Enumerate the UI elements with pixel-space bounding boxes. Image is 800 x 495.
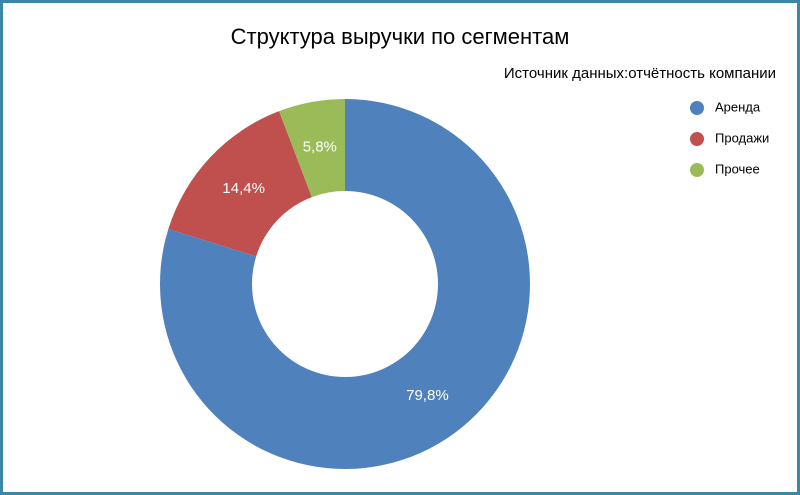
data-label: 14,4% — [222, 180, 265, 197]
legend-label: Прочее — [715, 161, 760, 176]
data-label: 79,8% — [406, 387, 449, 404]
legend-marker — [690, 132, 704, 146]
legend-marker — [690, 163, 704, 177]
chart-title: Структура выручки по сегментам — [231, 24, 570, 49]
data-label: 5,8% — [303, 138, 337, 155]
donut-slice — [279, 99, 345, 198]
legend-label: Продажи — [715, 130, 769, 145]
donut-slice — [168, 111, 312, 257]
legend-label: Аренда — [715, 99, 761, 114]
chart-subtitle: Источник данных:отчётность компании — [504, 65, 776, 82]
legend-marker — [690, 101, 704, 115]
donut-slice — [159, 99, 530, 470]
